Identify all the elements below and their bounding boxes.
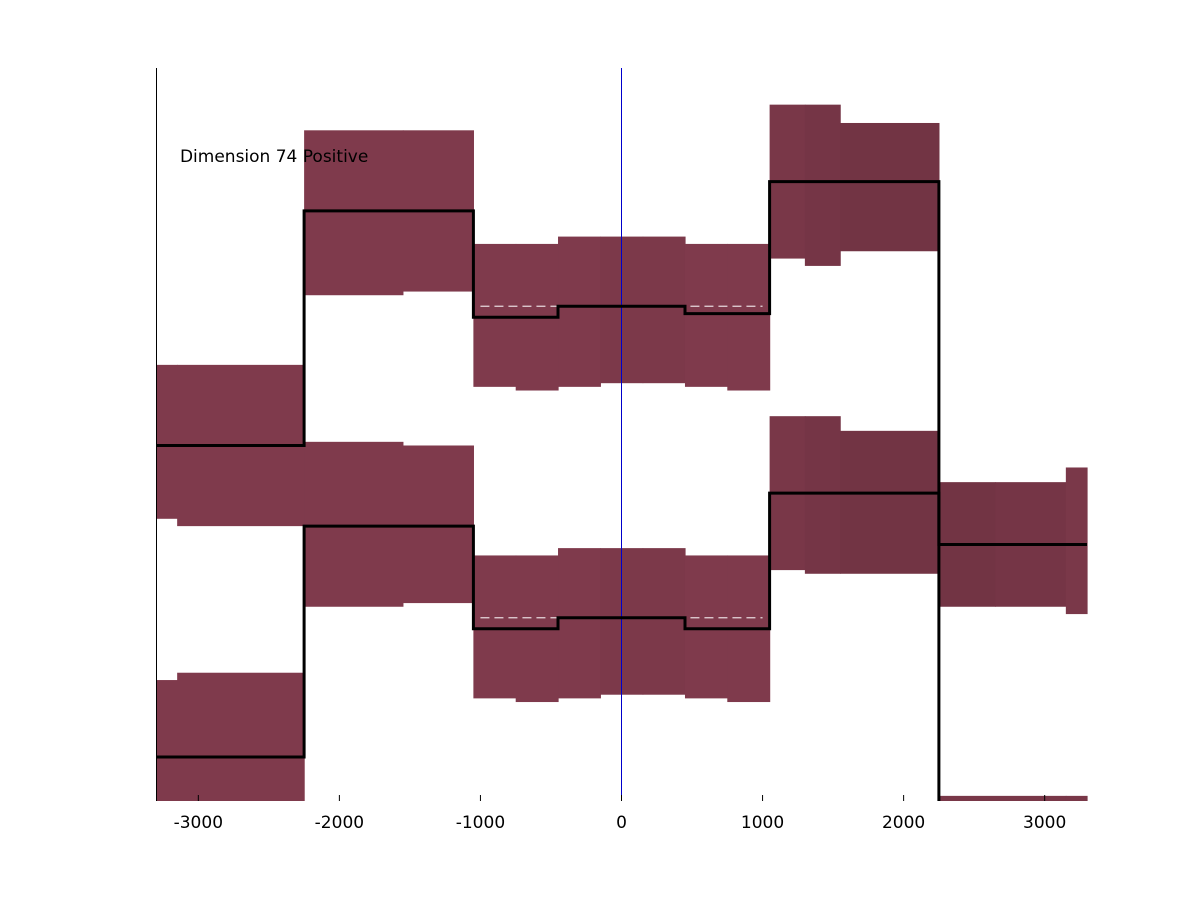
band-2-segment-6: [727, 243, 771, 391]
band-9-segment-0: [938, 795, 1067, 801]
band-6-segment-4: [642, 548, 686, 695]
series-lines: [156, 180, 1087, 801]
band-3-segment-1: [804, 104, 841, 266]
band-4-segment-1: [177, 672, 305, 801]
x-tick-label-1: -2000: [315, 813, 364, 833]
band-9-segment-1: [1065, 795, 1088, 801]
band-2-segment-2: [558, 236, 601, 387]
x-tick-label-0: -3000: [174, 813, 223, 833]
x-tick-label-4: 1000: [741, 813, 784, 833]
band-2-segment-4: [642, 236, 686, 384]
x-axis: -3000 -2000 -1000 0 1000 2000 3000: [156, 68, 1066, 833]
series-line-0: [156, 180, 941, 801]
band-1-segment-0: [304, 130, 404, 296]
band-4-segment-0: [156, 680, 178, 801]
x-tick-label-3: 0: [616, 813, 627, 833]
annotation-text-0: Dimension 74 Positive: [180, 147, 368, 167]
band-5-segment-0: [304, 441, 404, 607]
band-8-segment-2: [1065, 467, 1088, 615]
band-3-segment-2: [840, 122, 940, 252]
confidence-bands: [156, 104, 1088, 801]
band-2-segment-0: [473, 243, 517, 387]
x-tick-label-5: 2000: [882, 813, 925, 833]
x-tick-label-6: 3000: [1023, 813, 1066, 833]
band-6-segment-5: [684, 555, 728, 699]
band-7-segment-1: [804, 416, 841, 574]
annotations: Dimension 74 Positive: [180, 147, 368, 167]
series-line-1: [156, 491, 1087, 759]
band-5-segment-1: [402, 445, 474, 604]
band-6-segment-2: [558, 548, 601, 699]
band-2-segment-5: [684, 243, 728, 387]
band-7-segment-2: [840, 430, 940, 574]
x-tick-label-2: -1000: [456, 813, 505, 833]
band-0-segment-0: [156, 364, 178, 519]
band-6-segment-0: [473, 555, 517, 699]
